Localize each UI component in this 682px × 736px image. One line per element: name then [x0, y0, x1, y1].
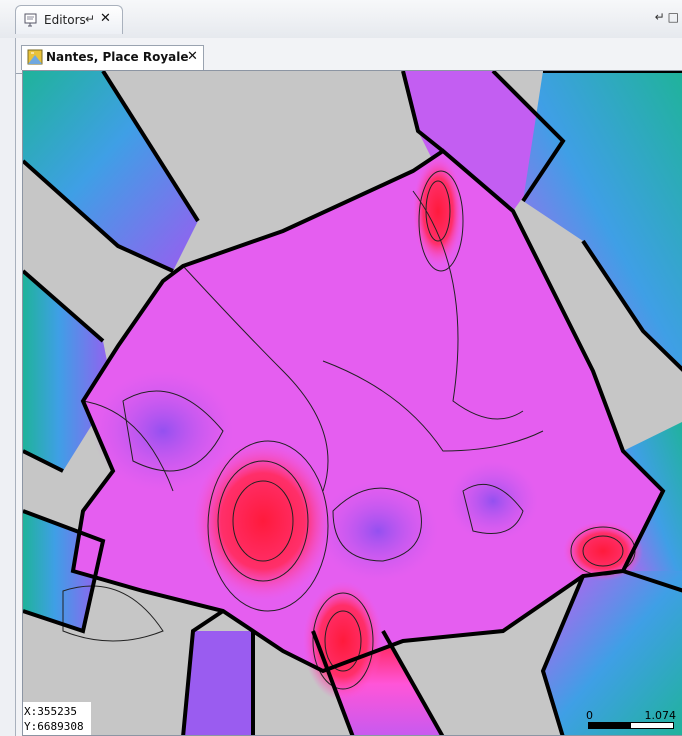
- coordinate-readout: X:355235 Y:6689308: [23, 702, 91, 735]
- building-outlines: [23, 71, 682, 735]
- street-top-left: [23, 71, 198, 271]
- map-layer-icon: [27, 49, 43, 65]
- cool-zone-left: [93, 371, 233, 491]
- cool-zone-center: [318, 481, 438, 581]
- coord-y: Y:6689308: [24, 720, 84, 733]
- noise-heatmap[interactable]: [23, 71, 682, 736]
- scale-bar-graphic: [588, 722, 674, 729]
- scale-max-label: 1.074: [644, 709, 677, 722]
- street-bottom-center: [183, 631, 253, 735]
- editors-view-tab[interactable]: Editors ↵ ✕: [15, 5, 123, 34]
- hotspot-center: [193, 441, 333, 601]
- editor-tab-label: Nantes, Place Royale: [46, 50, 189, 64]
- view-window-controls: ↵□: [655, 10, 682, 24]
- street-top-right: [523, 71, 682, 370]
- pin-icon[interactable]: ↵: [85, 12, 96, 26]
- square-boundary: [70, 148, 666, 674]
- view-tab-label: Editors: [44, 13, 86, 27]
- editors-view-body: Nantes, Place Royale ✕: [15, 38, 682, 736]
- view-tab-strip: Editors ↵ ✕ ↵□: [0, 0, 682, 38]
- scale-min-label: 0: [586, 709, 593, 722]
- contour-lines: [62, 170, 636, 690]
- maximize-icon[interactable]: □: [667, 10, 682, 24]
- editors-icon: [24, 12, 40, 28]
- minimize-icon[interactable]: ↵: [654, 10, 668, 24]
- cool-zone-right: [448, 461, 538, 541]
- editor-tab-nantes[interactable]: Nantes, Place Royale ✕: [21, 45, 204, 70]
- hotspot-right: [563, 521, 643, 581]
- coord-x: X:355235: [24, 705, 77, 718]
- street-bottom-right: [543, 571, 682, 735]
- close-icon[interactable]: ✕: [187, 49, 198, 64]
- hotspot-top: [413, 156, 463, 266]
- close-icon[interactable]: ✕: [100, 11, 111, 26]
- map-canvas[interactable]: X:355235 Y:6689308 0 1.074: [22, 70, 682, 736]
- scale-bar: 0 1.074: [586, 709, 676, 731]
- editor-tab-strip: Nantes, Place Royale ✕: [16, 42, 682, 74]
